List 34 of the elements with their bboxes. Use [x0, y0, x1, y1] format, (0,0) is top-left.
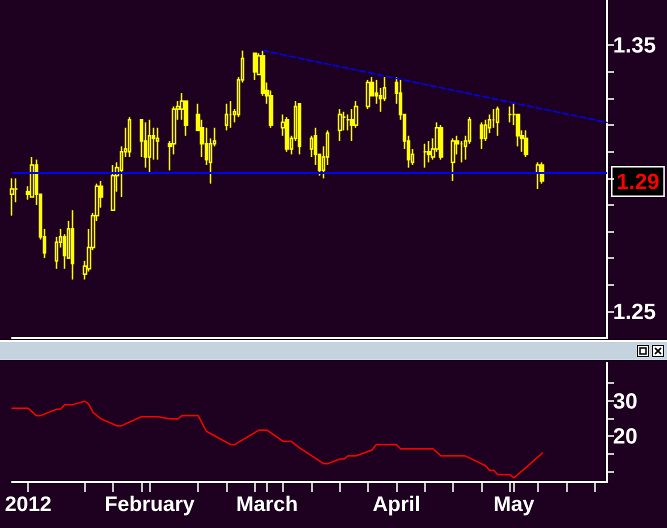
candlestick [128, 116, 132, 158]
candlestick [148, 119, 152, 174]
candlestick [70, 210, 74, 280]
candlestick [252, 52, 258, 81]
candlestick [496, 106, 500, 136]
candlestick [284, 116, 290, 152]
candlestick [422, 142, 428, 168]
x-tick-label: 2012 [4, 493, 52, 516]
candlestick [110, 164, 116, 211]
y-tick-label: 30 [613, 388, 638, 414]
candlestick [524, 130, 528, 158]
candlestick [438, 124, 444, 160]
x-tick-label: February [104, 493, 195, 516]
text: 1.29 [616, 168, 660, 194]
candlestick [228, 100, 232, 128]
candlestick [480, 122, 484, 150]
line-series [11, 400, 543, 479]
y-tick-label: 20 [613, 424, 638, 449]
candlestick [508, 106, 512, 124]
x-tick-label: May [493, 493, 535, 516]
candlestick [10, 178, 14, 216]
y-tick-label: 1.25 [613, 298, 656, 324]
candlestick [144, 122, 148, 168]
candlestick [536, 162, 540, 190]
candlestick [338, 108, 342, 142]
x-tick-label: April [372, 493, 420, 516]
x-tick-label: March [236, 493, 298, 516]
candlestick [298, 103, 302, 156]
candlestick [450, 138, 456, 182]
y-tick-label: 1.35 [613, 32, 656, 58]
candlestick [426, 140, 432, 164]
candlestick [366, 79, 370, 110]
candlestick [156, 127, 160, 160]
candlestick [224, 103, 228, 132]
